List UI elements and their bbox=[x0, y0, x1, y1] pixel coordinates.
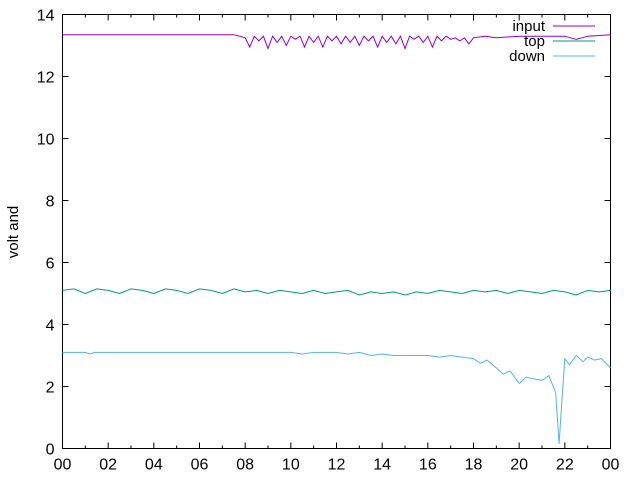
x-tick-label: 22 bbox=[556, 457, 574, 474]
x-tick-label: 00 bbox=[602, 457, 620, 474]
y-tick-label: 4 bbox=[46, 318, 55, 335]
y-tick-label: 12 bbox=[37, 70, 55, 87]
y-axis-title: volt and bbox=[5, 206, 22, 259]
y-tick-label: 0 bbox=[46, 442, 55, 459]
y-tick-label: 8 bbox=[46, 194, 55, 211]
x-tick-label: 10 bbox=[282, 457, 300, 474]
y-tick-label: 14 bbox=[37, 8, 55, 25]
y-tick-label: 10 bbox=[37, 132, 55, 149]
legend-label-down: down bbox=[509, 48, 545, 65]
plot-frame bbox=[62, 14, 611, 449]
series-lines bbox=[62, 34, 611, 444]
x-tick-label: 14 bbox=[373, 457, 391, 474]
series-line-input bbox=[62, 34, 611, 51]
x-tick-label: 06 bbox=[191, 457, 209, 474]
series-line-top bbox=[62, 288, 611, 296]
x-tick-label: 18 bbox=[465, 457, 483, 474]
x-tick-label: 00 bbox=[54, 457, 72, 474]
x-tick-label: 04 bbox=[145, 457, 163, 474]
x-tick-label: 20 bbox=[510, 457, 528, 474]
x-tick-label: 16 bbox=[419, 457, 437, 474]
x-tick-label: 12 bbox=[328, 457, 346, 474]
series-line-down bbox=[62, 351, 611, 444]
x-tick-label: 08 bbox=[236, 457, 254, 474]
y-tick-label: 6 bbox=[46, 256, 55, 273]
legend-label-input: input bbox=[512, 18, 545, 35]
legend-label-top: top bbox=[524, 33, 545, 50]
x-tick-label: 02 bbox=[99, 457, 117, 474]
y-tick-label: 2 bbox=[46, 380, 55, 397]
